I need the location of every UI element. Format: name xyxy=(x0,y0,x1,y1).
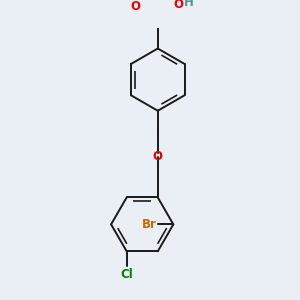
Text: Cl: Cl xyxy=(120,268,133,281)
Text: O: O xyxy=(153,150,163,163)
Text: O: O xyxy=(130,0,140,13)
Text: H: H xyxy=(184,0,194,9)
Text: O: O xyxy=(173,0,184,11)
Text: Br: Br xyxy=(142,218,157,231)
